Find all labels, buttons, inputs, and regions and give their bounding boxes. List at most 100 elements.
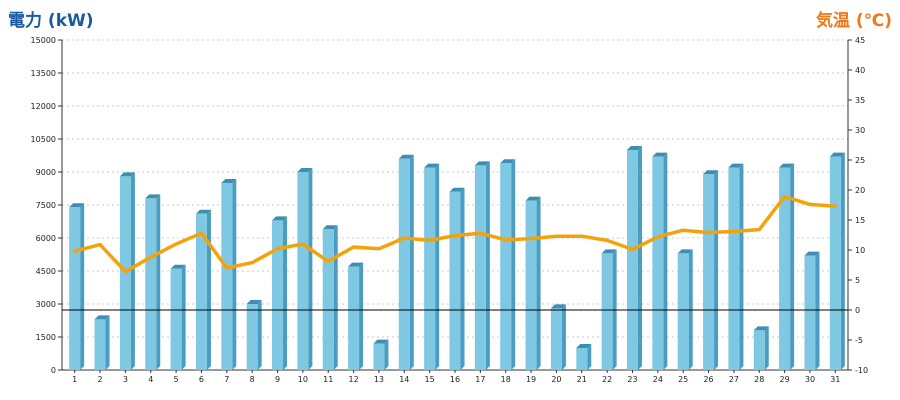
bar [525,200,537,370]
bar-side [283,216,288,370]
x-tick-label: 1 [72,375,77,384]
temperature-point [478,231,482,235]
x-tick-label: 29 [780,375,790,384]
bar-top [652,152,668,157]
temperature-point [630,247,634,251]
bar-top [728,163,744,168]
bar-side [80,203,85,370]
bar-top [804,251,820,256]
bar-side [714,170,719,370]
bar-side [257,300,262,370]
left-axis-title: 電力 (kW) [8,11,94,31]
bar-top [69,203,85,208]
bar-side [181,264,186,370]
x-tick-label: 14 [399,375,409,384]
bar [677,253,689,370]
bar-side [485,161,490,370]
bar [348,266,360,370]
bar-top [601,249,617,254]
temperature-point [757,228,761,232]
bar-side [105,315,110,370]
bar-top [474,161,490,166]
temperature-point [707,231,711,235]
bar-top [449,187,465,192]
bar [398,158,410,370]
x-tick-label: 12 [348,375,358,384]
left-tick-label: 10500 [31,135,56,144]
bar-side [637,146,642,370]
bar-side [739,163,744,370]
x-tick-label: 5 [174,375,179,384]
left-tick-label: 13500 [31,69,56,78]
x-tick-label: 21 [577,375,587,384]
right-tick-label: 10 [855,246,865,255]
bar [474,165,486,370]
left-tick-label: 7500 [36,201,56,210]
bar-top [373,339,389,344]
bar-top [779,163,795,168]
temperature-point [580,234,584,238]
x-tick-label: 31 [830,375,840,384]
bar [221,183,233,370]
bar [94,319,106,370]
bar-side [333,225,338,370]
bar-side [561,304,566,370]
bar-side [409,154,414,370]
x-tick-label: 8 [250,375,255,384]
left-tick-label: 4500 [36,267,56,276]
bar-top [322,225,338,230]
bar-top [348,262,364,267]
bar-side [587,344,592,370]
bar [550,308,562,370]
left-tick-label: 3000 [36,300,56,309]
right-tick-label: 35 [855,96,865,105]
bar-top [119,172,135,177]
bar-top [829,152,845,157]
temperature-point [554,234,558,238]
x-tick-label: 2 [97,375,102,384]
temperature-point [123,270,127,274]
right-tick-label: 15 [855,216,865,225]
temperature-point [199,231,203,235]
temperature-point [98,243,102,247]
temperature-point [377,247,381,251]
right-tick-label: 20 [855,186,865,195]
x-tick-label: 7 [224,375,229,384]
bar-side [435,163,440,370]
bar [500,163,512,370]
right-tick-label: 45 [855,36,865,45]
bar-top [424,163,440,168]
x-tick-label: 24 [653,375,663,384]
x-tick-label: 17 [475,375,485,384]
x-tick-label: 3 [123,375,128,384]
bar-top [753,326,769,331]
bar-top [94,315,110,320]
x-tick-label: 27 [729,375,739,384]
bar-side [232,179,237,370]
bar-top [221,179,237,183]
bar-top [297,168,313,172]
temperature-point [326,259,330,263]
x-tick-label: 16 [450,375,460,384]
bar [297,172,309,370]
bar [272,220,284,370]
temperature-point [428,238,432,242]
bar-side [764,326,769,370]
temperature-point [808,202,812,206]
bar-side [840,152,845,370]
right-tick-label: 5 [855,276,860,285]
temperature-point [732,229,736,233]
temperature-point [352,245,356,249]
left-tick-label: 9000 [36,168,56,177]
bar [626,150,638,370]
x-tick-label: 9 [275,375,280,384]
bar [449,191,461,370]
bar-top [550,304,566,309]
x-tick-label: 13 [374,375,384,384]
bar-top [145,194,161,199]
bar [170,268,182,370]
x-tick-label: 28 [754,375,764,384]
x-tick-label: 30 [805,375,815,384]
temperature-point [605,238,609,242]
